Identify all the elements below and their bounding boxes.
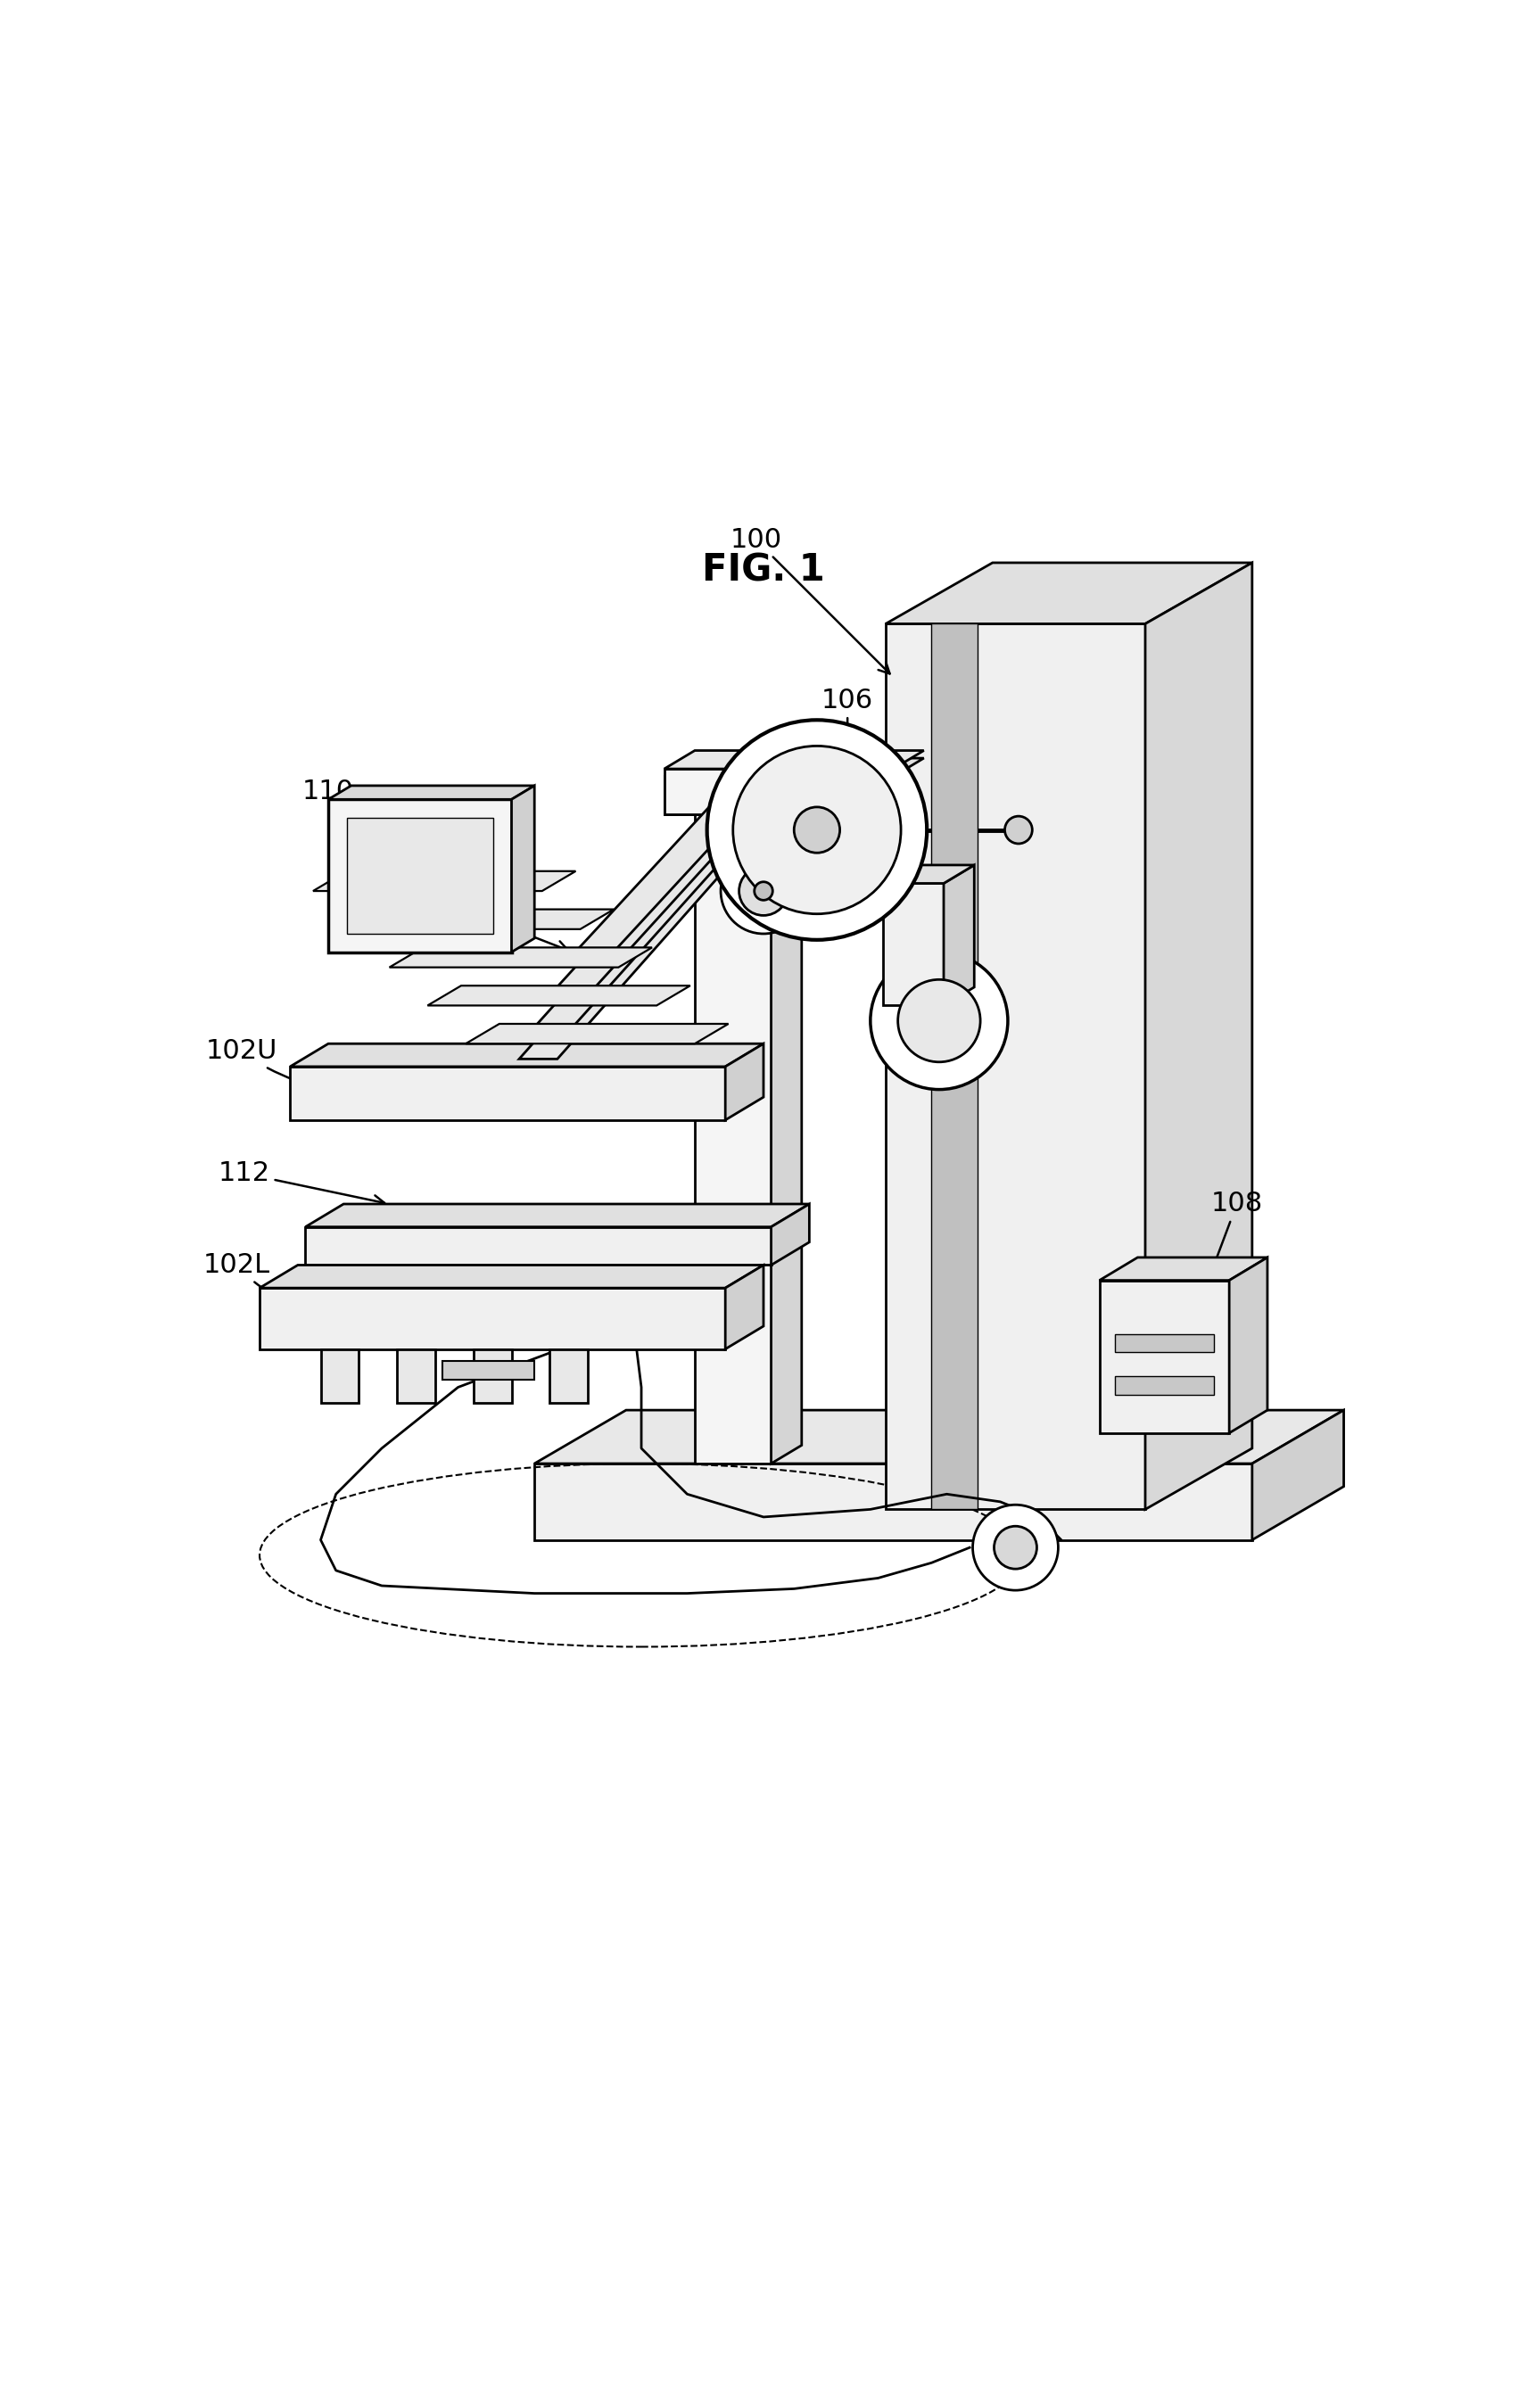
Text: 104: 104	[913, 901, 965, 956]
Text: 102U: 102U	[206, 1038, 385, 1096]
Polygon shape	[536, 831, 750, 1026]
Polygon shape	[534, 1411, 1344, 1464]
Polygon shape	[664, 751, 924, 768]
Bar	[1115, 1377, 1214, 1394]
Bar	[443, 1361, 534, 1380]
Polygon shape	[313, 872, 576, 891]
Bar	[550, 1348, 588, 1401]
Polygon shape	[260, 1288, 725, 1348]
Bar	[1115, 1334, 1214, 1353]
Bar	[397, 1348, 435, 1401]
Bar	[321, 1348, 359, 1401]
Polygon shape	[1229, 1257, 1267, 1433]
Polygon shape	[664, 775, 893, 814]
Polygon shape	[944, 864, 974, 1007]
Text: 106: 106	[822, 686, 873, 749]
Polygon shape	[1099, 1281, 1229, 1433]
Polygon shape	[290, 1043, 764, 1067]
Polygon shape	[512, 785, 534, 951]
Polygon shape	[519, 860, 733, 1060]
Polygon shape	[883, 884, 944, 1007]
Polygon shape	[725, 1043, 764, 1120]
Polygon shape	[428, 985, 690, 1007]
Circle shape	[1005, 816, 1032, 843]
Circle shape	[721, 848, 806, 934]
Circle shape	[794, 807, 840, 852]
Circle shape	[739, 867, 788, 915]
Circle shape	[733, 746, 901, 915]
Polygon shape	[534, 1464, 1252, 1539]
Polygon shape	[695, 807, 771, 1464]
Polygon shape	[771, 790, 802, 1464]
Circle shape	[898, 980, 980, 1062]
Polygon shape	[305, 1228, 771, 1264]
Polygon shape	[570, 768, 783, 958]
Polygon shape	[1145, 563, 1252, 1510]
Polygon shape	[886, 624, 1145, 1510]
Circle shape	[707, 720, 927, 939]
Bar	[347, 819, 493, 934]
Bar	[664, 768, 893, 814]
Polygon shape	[664, 759, 924, 775]
Polygon shape	[1099, 1257, 1267, 1281]
Bar	[931, 624, 977, 1510]
Circle shape	[973, 1505, 1058, 1589]
Polygon shape	[1252, 1411, 1344, 1539]
Text: 112: 112	[218, 1161, 385, 1206]
Polygon shape	[886, 563, 1252, 624]
Text: 100: 100	[730, 527, 890, 674]
Text: 102: 102	[409, 886, 568, 951]
Polygon shape	[305, 1204, 809, 1228]
Polygon shape	[290, 1067, 725, 1120]
Circle shape	[754, 881, 773, 901]
Text: FIG. 1: FIG. 1	[702, 551, 825, 590]
Text: 102L: 102L	[203, 1252, 324, 1315]
Text: 110: 110	[302, 778, 403, 852]
Polygon shape	[260, 1264, 764, 1288]
Polygon shape	[553, 799, 767, 992]
Text: 108: 108	[1191, 1192, 1263, 1322]
Polygon shape	[328, 799, 512, 951]
Polygon shape	[771, 1204, 809, 1264]
Circle shape	[870, 951, 1008, 1088]
Circle shape	[994, 1527, 1037, 1570]
Polygon shape	[351, 910, 614, 929]
Polygon shape	[725, 1264, 764, 1348]
Polygon shape	[466, 1023, 728, 1043]
Polygon shape	[883, 864, 974, 884]
Polygon shape	[328, 785, 534, 799]
Bar	[473, 1348, 512, 1401]
Polygon shape	[695, 790, 802, 807]
Polygon shape	[389, 946, 652, 968]
